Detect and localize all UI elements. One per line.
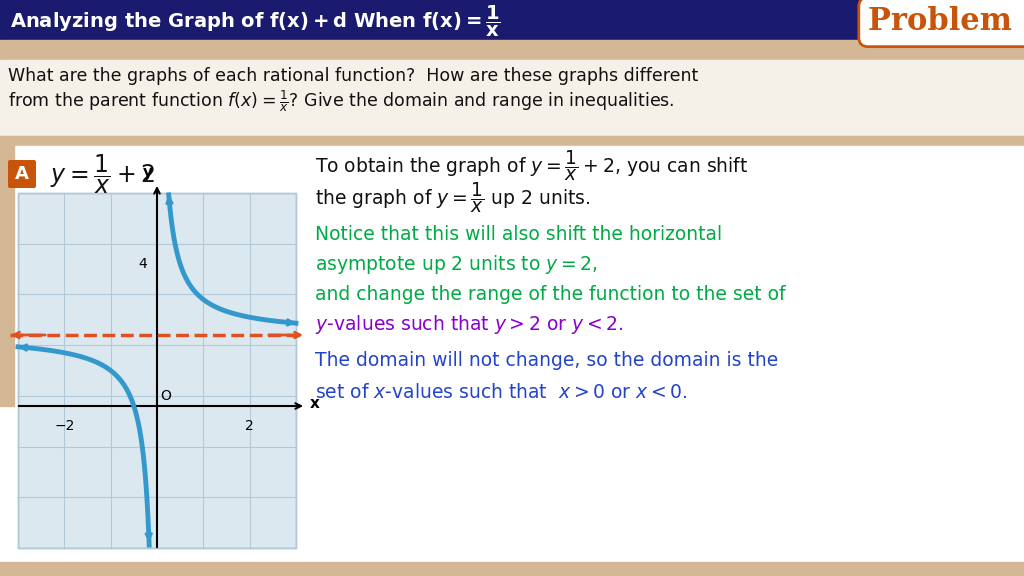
Text: 2: 2: [246, 419, 254, 433]
Text: What are the graphs of each rational function?  How are these graphs different: What are the graphs of each rational fun…: [8, 67, 698, 85]
Bar: [18, 193, 296, 548]
Bar: [0, 562, 1024, 576]
Text: −2: −2: [54, 419, 75, 433]
Text: y: y: [143, 165, 153, 180]
Text: the graph of $y = \dfrac{1}{x}$ up 2 units.: the graph of $y = \dfrac{1}{x}$ up 2 uni…: [315, 180, 591, 215]
Text: x: x: [310, 396, 319, 411]
Bar: [0, 141, 14, 406]
Text: O: O: [160, 389, 171, 403]
Text: To obtain the graph of $y = \dfrac{1}{x} + 2$, you can shift: To obtain the graph of $y = \dfrac{1}{x}…: [315, 149, 749, 183]
Text: Analyzing the Graph of $\mathbf{f(x) + d}$ When $\mathbf{f(x) = \dfrac{1}{x}}$: Analyzing the Graph of $\mathbf{f(x) + d…: [10, 3, 501, 39]
Text: Problem 3: Problem 3: [868, 6, 1024, 37]
Bar: [0, 60, 1024, 136]
Bar: [0, 136, 1024, 146]
Bar: [0, 146, 1024, 576]
Text: A: A: [15, 165, 29, 183]
Text: Notice that this will also shift the horizontal: Notice that this will also shift the hor…: [315, 225, 722, 244]
Text: $y = \dfrac{1}{x} + 2$: $y = \dfrac{1}{x} + 2$: [50, 152, 156, 196]
Text: The domain will not change, so the domain is the: The domain will not change, so the domai…: [315, 351, 778, 370]
Text: 4: 4: [138, 257, 147, 271]
Bar: [0, 40, 1024, 60]
Text: and change the range of the function to the set of: and change the range of the function to …: [315, 285, 785, 304]
Text: from the parent function $f(x) = \frac{1}{x}$? Give the domain and range in ineq: from the parent function $f(x) = \frac{1…: [8, 88, 675, 114]
Text: asymptote up 2 units to $y = 2$,: asymptote up 2 units to $y = 2$,: [315, 252, 598, 275]
Text: $y$-values such that $y > 2$ or $y < 2$.: $y$-values such that $y > 2$ or $y < 2$.: [315, 313, 624, 335]
Bar: [0, 0, 1024, 40]
Text: set of $x$-values such that  $x > 0$ or $x < 0$.: set of $x$-values such that $x > 0$ or $…: [315, 384, 687, 403]
FancyBboxPatch shape: [8, 160, 36, 188]
